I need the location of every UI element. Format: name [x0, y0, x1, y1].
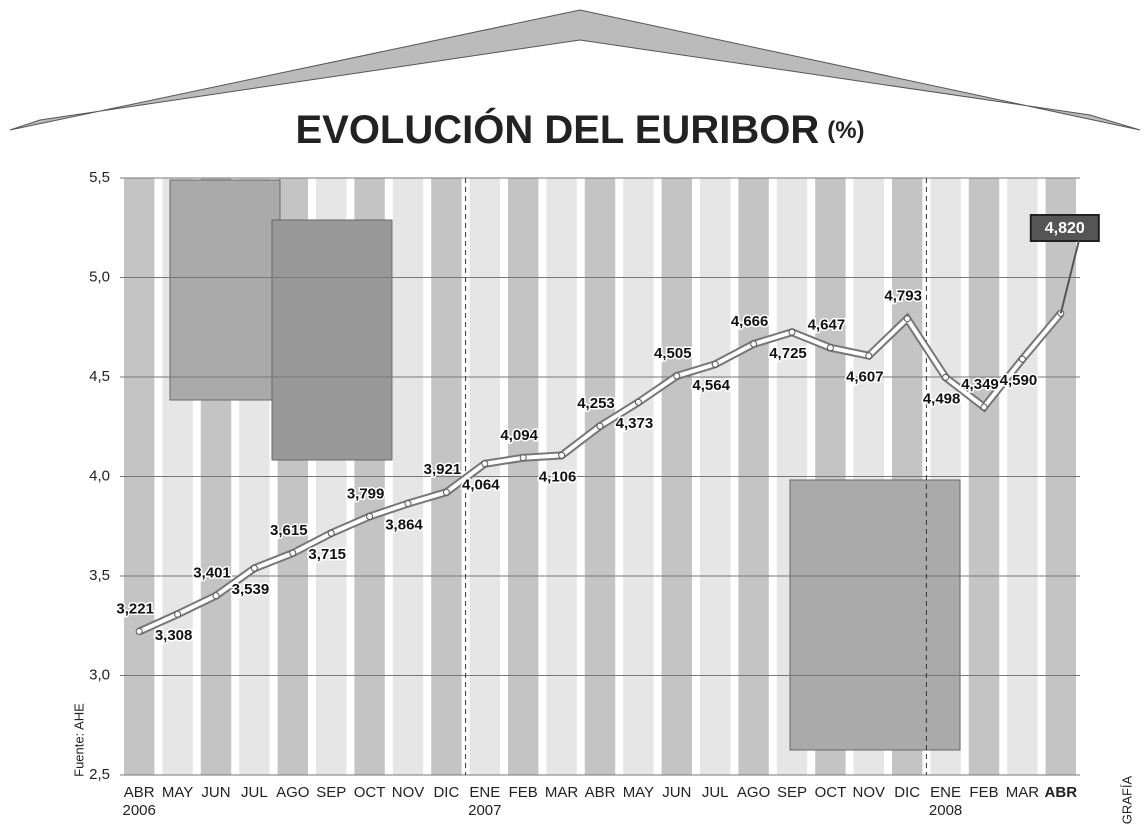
value-label: 4,607 [846, 369, 884, 386]
point [827, 345, 833, 351]
x-tick-label: ABR [585, 784, 616, 801]
value-label: 3,221 [116, 600, 154, 617]
credit: GRAFÍA [1119, 775, 1134, 824]
x-tick-label: DIC [894, 784, 920, 801]
value-label: 4,094 [500, 427, 538, 444]
page: EVOLUCIÓN DEL EURIBOR (%) Fuente: AHE GRA… [0, 0, 1146, 831]
title-unit: (%) [827, 117, 864, 144]
value-label: 4,564 [692, 377, 730, 394]
value-label: 3,308 [155, 627, 193, 644]
point [482, 461, 488, 467]
point [751, 341, 757, 347]
y-tick-label: 5,0 [89, 268, 110, 285]
point [597, 423, 603, 429]
x-tick-label: SEP [316, 784, 346, 801]
value-label: 4,498 [923, 390, 961, 407]
x-tick-label: ENE [930, 784, 961, 801]
value-label: 4,820 [1045, 220, 1085, 237]
x-tick-label: FEB [509, 784, 538, 801]
point [635, 399, 641, 405]
value-label: 4,666 [731, 313, 769, 330]
point [981, 404, 987, 410]
value-label: 4,590 [1000, 372, 1038, 389]
title-text: EVOLUCIÓN DEL EURIBOR [295, 106, 819, 152]
x-tick-label: AGO [276, 784, 309, 801]
value-label: 4,725 [769, 345, 807, 362]
value-label: 3,715 [308, 546, 346, 563]
y-tick-label: 3,5 [89, 567, 110, 584]
x-tick-label: ENE [469, 784, 500, 801]
point [712, 361, 718, 367]
source: Fuente: AHE [71, 703, 86, 777]
x-tick-label: OCT [815, 784, 847, 801]
point [1019, 356, 1025, 362]
building [170, 180, 280, 400]
x-tick-label: OCT [354, 784, 386, 801]
x-tick-label: AGO [737, 784, 770, 801]
point [559, 452, 565, 458]
y-tick-label: 4,5 [89, 368, 110, 385]
x-tick-label: JUL [241, 784, 268, 801]
value-label: 3,615 [270, 522, 308, 539]
x-tick-label: NOV [853, 784, 886, 801]
y-tick-label: 4,0 [89, 467, 110, 484]
point [904, 316, 910, 322]
value-label: 4,349 [961, 376, 999, 393]
x-tick-label: ABR [124, 784, 155, 801]
x-tick-label: JUN [662, 784, 691, 801]
point [789, 329, 795, 335]
x-tick-label: JUN [201, 784, 230, 801]
x-tick-label: DIC [433, 784, 459, 801]
value-label: 3,799 [347, 485, 385, 502]
value-label: 3,401 [193, 565, 231, 582]
x-tick-label: NOV [392, 784, 425, 801]
point [866, 353, 872, 359]
value-label: 4,064 [462, 477, 500, 494]
point [367, 513, 373, 519]
x-year-label: 2008 [929, 802, 962, 819]
value-label: 4,373 [616, 415, 654, 432]
point [674, 373, 680, 379]
x-tick-label: MAR [545, 784, 579, 801]
point [443, 489, 449, 495]
building [272, 220, 392, 460]
y-tick-label: 2,5 [89, 766, 110, 783]
point [213, 593, 219, 599]
point [328, 530, 334, 536]
x-tick-label: ABR [1045, 784, 1078, 801]
value-label: 3,921 [424, 461, 462, 478]
x-tick-label: SEP [777, 784, 807, 801]
value-label: 4,793 [884, 288, 922, 305]
x-tick-label: MAR [1006, 784, 1040, 801]
point [943, 374, 949, 380]
y-tick-label: 3,0 [89, 666, 110, 683]
x-tick-label: MAY [162, 784, 193, 801]
point [136, 629, 142, 635]
chart-title: EVOLUCIÓN DEL EURIBOR (%) [295, 106, 864, 152]
point [405, 501, 411, 507]
point [251, 565, 257, 571]
chart: EVOLUCIÓN DEL EURIBOR (%) Fuente: AHE GRA… [0, 0, 1146, 831]
value-label: 3,539 [232, 581, 270, 598]
point [290, 550, 296, 556]
x-year-label: 2007 [468, 802, 501, 819]
value-label: 4,505 [654, 345, 692, 362]
value-label: 4,106 [539, 468, 577, 485]
x-tick-label: JUL [702, 784, 729, 801]
point [520, 455, 526, 461]
value-label: 4,253 [577, 395, 615, 412]
y-tick-label: 5,5 [89, 169, 110, 186]
x-tick-label: MAY [623, 784, 654, 801]
x-year-label: 2006 [123, 802, 156, 819]
point [175, 611, 181, 617]
value-label: 4,647 [808, 317, 846, 334]
x-tick-label: FEB [969, 784, 998, 801]
value-label: 3,864 [385, 517, 423, 534]
building [790, 480, 960, 750]
